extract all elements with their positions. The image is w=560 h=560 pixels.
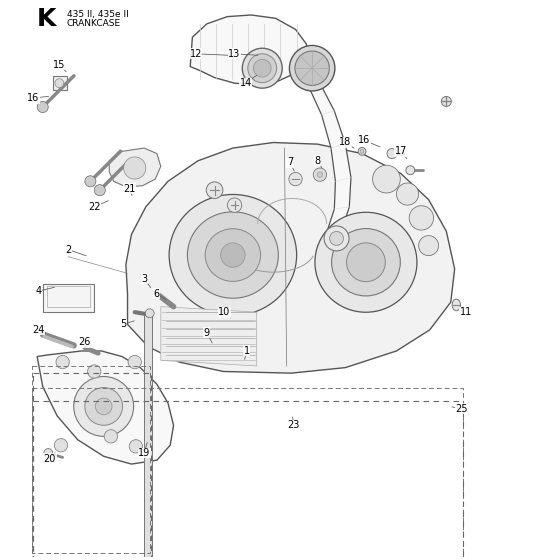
Circle shape: [227, 198, 242, 212]
Text: 25: 25: [456, 404, 468, 414]
Polygon shape: [43, 284, 94, 312]
Circle shape: [409, 206, 433, 230]
Polygon shape: [109, 148, 161, 187]
Text: 10: 10: [218, 307, 231, 317]
Ellipse shape: [242, 48, 282, 88]
Ellipse shape: [221, 243, 245, 267]
Circle shape: [54, 438, 68, 452]
Ellipse shape: [452, 299, 460, 311]
Text: 9: 9: [204, 328, 210, 338]
Text: 435 II, 435e II: 435 II, 435e II: [67, 11, 128, 20]
Text: 15: 15: [53, 60, 66, 70]
Circle shape: [87, 365, 101, 378]
Polygon shape: [37, 351, 174, 464]
Circle shape: [419, 236, 438, 255]
Text: K: K: [37, 7, 57, 31]
Text: 20: 20: [44, 454, 56, 464]
Circle shape: [56, 356, 69, 368]
Text: 13: 13: [228, 49, 241, 59]
Circle shape: [289, 172, 302, 186]
Text: 1: 1: [244, 346, 250, 356]
Text: 11: 11: [460, 307, 472, 317]
Text: 2: 2: [65, 245, 71, 254]
Text: 5: 5: [120, 319, 127, 329]
Ellipse shape: [441, 96, 451, 106]
Circle shape: [37, 101, 48, 113]
Ellipse shape: [347, 243, 385, 282]
Polygon shape: [53, 76, 67, 90]
Text: 16: 16: [27, 93, 39, 103]
Ellipse shape: [360, 150, 364, 153]
Circle shape: [206, 182, 223, 198]
Ellipse shape: [290, 45, 335, 91]
Circle shape: [396, 183, 419, 205]
Text: 18: 18: [339, 138, 352, 147]
Text: 21: 21: [123, 184, 136, 194]
Circle shape: [317, 172, 323, 178]
Text: 7: 7: [287, 157, 293, 167]
Bar: [31, 388, 463, 560]
Ellipse shape: [85, 388, 123, 425]
Polygon shape: [190, 15, 307, 85]
Ellipse shape: [74, 376, 134, 436]
Ellipse shape: [332, 228, 400, 296]
Text: CRANKCASE: CRANKCASE: [67, 20, 120, 29]
Ellipse shape: [330, 231, 343, 245]
Ellipse shape: [188, 212, 278, 298]
Circle shape: [128, 356, 141, 368]
Bar: [47, 286, 90, 307]
Text: 17: 17: [395, 146, 407, 156]
Text: 6: 6: [154, 289, 160, 299]
Circle shape: [94, 185, 105, 196]
Ellipse shape: [315, 212, 417, 312]
Text: 4: 4: [36, 286, 42, 296]
Circle shape: [104, 430, 118, 443]
Circle shape: [129, 440, 142, 453]
Bar: [144, 312, 152, 560]
Ellipse shape: [295, 51, 329, 85]
Text: 24: 24: [32, 325, 45, 335]
Ellipse shape: [248, 54, 277, 83]
Ellipse shape: [169, 194, 297, 316]
Ellipse shape: [324, 226, 349, 251]
Polygon shape: [126, 142, 455, 373]
Circle shape: [372, 165, 400, 193]
Text: 23: 23: [288, 420, 300, 430]
Text: 14: 14: [240, 78, 252, 88]
Text: 26: 26: [78, 337, 91, 347]
Polygon shape: [296, 63, 351, 247]
Circle shape: [55, 79, 64, 87]
Circle shape: [85, 176, 96, 187]
Text: 12: 12: [189, 49, 202, 59]
Circle shape: [145, 309, 154, 318]
Ellipse shape: [387, 148, 397, 158]
Ellipse shape: [253, 59, 271, 77]
Ellipse shape: [358, 147, 366, 155]
Text: 22: 22: [88, 202, 100, 212]
Text: 3: 3: [141, 274, 147, 284]
Bar: [31, 366, 150, 553]
Circle shape: [124, 157, 146, 179]
Ellipse shape: [205, 228, 260, 281]
Ellipse shape: [95, 398, 112, 415]
Circle shape: [44, 449, 53, 458]
Text: 19: 19: [138, 448, 150, 458]
Text: 16: 16: [358, 136, 370, 145]
Ellipse shape: [406, 166, 415, 175]
Polygon shape: [161, 307, 256, 366]
Circle shape: [313, 168, 326, 181]
Text: 8: 8: [315, 156, 321, 166]
